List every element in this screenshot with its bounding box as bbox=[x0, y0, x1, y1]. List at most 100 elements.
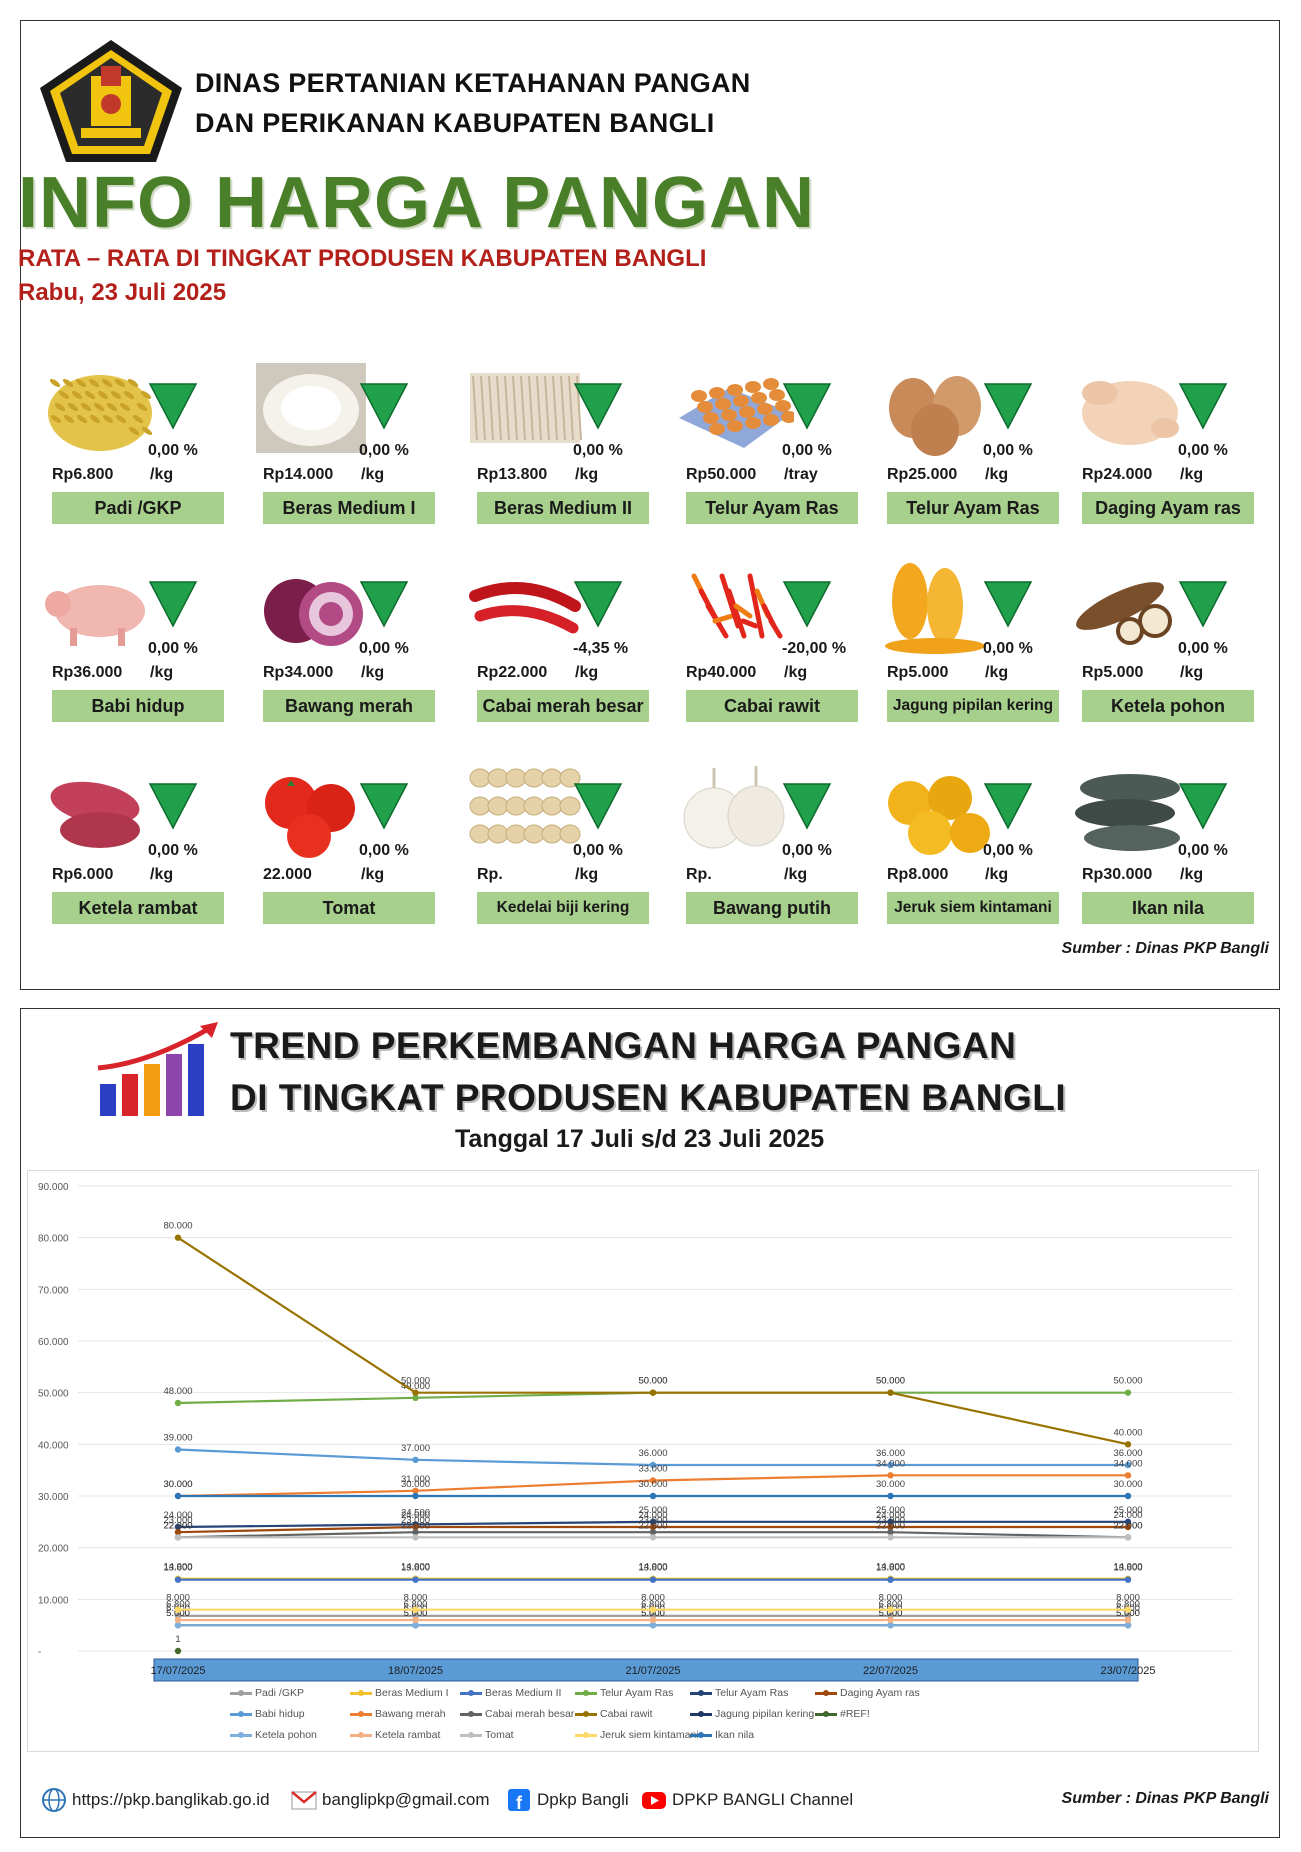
email-link[interactable]: banglipkp@gmail.com bbox=[290, 1786, 490, 1814]
down-arrow-icon bbox=[1178, 581, 1228, 628]
commodity-label: Kedelai biji kering bbox=[477, 892, 649, 924]
down-arrow-icon bbox=[359, 581, 409, 628]
price-change: 0,00 % bbox=[1178, 842, 1228, 859]
commodity-price: Rp6.800 bbox=[52, 466, 114, 483]
down-arrow-icon bbox=[782, 581, 832, 628]
data-label: 80.000 bbox=[163, 1221, 192, 1232]
legend-label: Jagung pipilan kering bbox=[715, 1708, 815, 1720]
data-label: 31.000 bbox=[401, 1474, 430, 1485]
data-label: 13.800 bbox=[1113, 1563, 1142, 1574]
commodity-label: Jagung pipilan kering bbox=[887, 690, 1059, 722]
website-link[interactable]: https://pkp.banglikab.go.id bbox=[40, 1786, 270, 1814]
y-tick-label: 10.000 bbox=[38, 1595, 69, 1606]
commodity-card: 0,00 % Rp24.000 /kg Daging Ayam ras bbox=[1070, 358, 1266, 548]
down-arrow-icon bbox=[573, 383, 623, 430]
org-name-line1: DINAS PERTANIAN KETAHANAN PANGAN bbox=[195, 68, 751, 98]
data-label: 24.500 bbox=[401, 1507, 430, 1518]
legend-label: Padi /GKP bbox=[255, 1687, 305, 1699]
cassava-icon bbox=[1076, 582, 1172, 645]
data-label: 25.000 bbox=[638, 1505, 667, 1516]
down-arrow-icon bbox=[573, 783, 623, 830]
commodity-label: Bawang merah bbox=[263, 690, 435, 722]
data-point bbox=[649, 1389, 657, 1396]
data-point bbox=[1124, 1534, 1132, 1541]
red-chili-icon bbox=[469, 582, 581, 634]
legend-item: Babi hidup bbox=[230, 1708, 305, 1720]
trend-period: Tanggal 17 Juli s/d 23 Juli 2025 bbox=[455, 1125, 825, 1153]
legend-swatch bbox=[575, 1689, 597, 1696]
y-tick-label: 50.000 bbox=[38, 1389, 69, 1400]
x-tick-label: 22/07/2025 bbox=[863, 1665, 918, 1677]
y-tick-label: 80.000 bbox=[38, 1234, 69, 1245]
down-arrow-icon bbox=[359, 783, 409, 830]
commodity-label: Jeruk siem kintamani bbox=[887, 892, 1059, 924]
data-label: 13.800 bbox=[401, 1563, 430, 1574]
price-change: -20,00 % bbox=[782, 640, 847, 657]
legend-label: Tomat bbox=[485, 1729, 514, 1741]
commodity-price: Rp5.000 bbox=[887, 664, 949, 681]
legend-label: Telur Ayam Ras bbox=[600, 1687, 674, 1699]
youtube-link[interactable]: DPKP BANGLI Channel bbox=[640, 1786, 853, 1814]
legend-swatch bbox=[230, 1710, 252, 1717]
price-change: 0,00 % bbox=[359, 842, 409, 859]
data-point bbox=[887, 1606, 894, 1613]
price-unit: /kg bbox=[1180, 664, 1204, 681]
data-point bbox=[412, 1621, 419, 1629]
data-label: 22.000 bbox=[163, 1520, 192, 1531]
legend-label: Babi hidup bbox=[255, 1708, 305, 1720]
tomato-icon bbox=[265, 777, 355, 858]
legend-swatch bbox=[460, 1689, 482, 1696]
legend-swatch bbox=[690, 1689, 712, 1696]
price-unit: /kg bbox=[1180, 866, 1204, 883]
data-point bbox=[649, 1477, 657, 1484]
trend-line-chart: - 10.000 20.000 30.000 40.000 50.000 60.000 70.… bbox=[27, 1170, 1259, 1752]
price-unit: /kg bbox=[150, 664, 174, 681]
commodity-price: 22.000 bbox=[263, 866, 312, 883]
price-change: 0,00 % bbox=[148, 842, 198, 859]
data-label: 14.000 bbox=[163, 1562, 192, 1573]
legend-label: Ketela pohon bbox=[255, 1729, 317, 1741]
commodity-label: Daging Ayam ras bbox=[1082, 492, 1254, 524]
data-point bbox=[174, 1606, 182, 1613]
data-point bbox=[174, 1492, 182, 1500]
legend-item: Tomat bbox=[460, 1729, 514, 1741]
down-arrow-icon bbox=[148, 383, 198, 430]
data-point bbox=[412, 1487, 419, 1495]
commodity-price: Rp14.000 bbox=[263, 466, 334, 483]
legend-label: #REF! bbox=[840, 1708, 870, 1720]
commodity-card: 0,00 % Rp30.000 /kg Ikan nila bbox=[1070, 758, 1266, 948]
data-point bbox=[1124, 1518, 1132, 1526]
data-label: 24.000 bbox=[1113, 1510, 1142, 1521]
data-label: 50.000 bbox=[1113, 1376, 1142, 1387]
data-point bbox=[174, 1446, 182, 1453]
legend-swatch bbox=[350, 1710, 372, 1717]
soybean-icon bbox=[469, 768, 581, 844]
fish-icon bbox=[1075, 774, 1180, 851]
price-change: 0,00 % bbox=[1178, 640, 1228, 657]
facebook-link[interactable]: f Dpkp Bangli bbox=[505, 1786, 629, 1814]
data-label: 48.000 bbox=[163, 1386, 192, 1397]
commodity-price: Rp30.000 bbox=[1082, 866, 1153, 883]
legend-label: Daging Ayam ras bbox=[840, 1687, 920, 1699]
data-point bbox=[887, 1389, 894, 1396]
data-label: 49.000 bbox=[401, 1381, 430, 1392]
data-label: 34.000 bbox=[1113, 1458, 1142, 1469]
x-tick-label: 23/07/2025 bbox=[1100, 1665, 1155, 1677]
price-unit: /kg bbox=[575, 466, 599, 483]
data-label: 5.000 bbox=[166, 1608, 190, 1619]
data-point bbox=[1124, 1621, 1132, 1629]
pig-icon bbox=[45, 585, 145, 646]
commodity-label: Padi /GKP bbox=[52, 492, 224, 524]
data-point bbox=[887, 1472, 894, 1479]
rice-grain-icon bbox=[48, 375, 153, 451]
price-unit: /kg bbox=[575, 664, 599, 681]
data-label: 30.000 bbox=[401, 1479, 430, 1490]
data-point bbox=[887, 1576, 894, 1583]
data-label: 30.000 bbox=[638, 1479, 667, 1490]
line-chart-svg: - 10.000 20.000 30.000 40.000 50.000 60.000 70.… bbox=[38, 1182, 1233, 1682]
data-point bbox=[174, 1576, 182, 1583]
price-change: 0,00 % bbox=[573, 842, 623, 859]
data-point bbox=[1124, 1616, 1132, 1624]
facebook-icon: f bbox=[508, 1789, 530, 1813]
commodity-label: Ikan nila bbox=[1082, 892, 1254, 924]
